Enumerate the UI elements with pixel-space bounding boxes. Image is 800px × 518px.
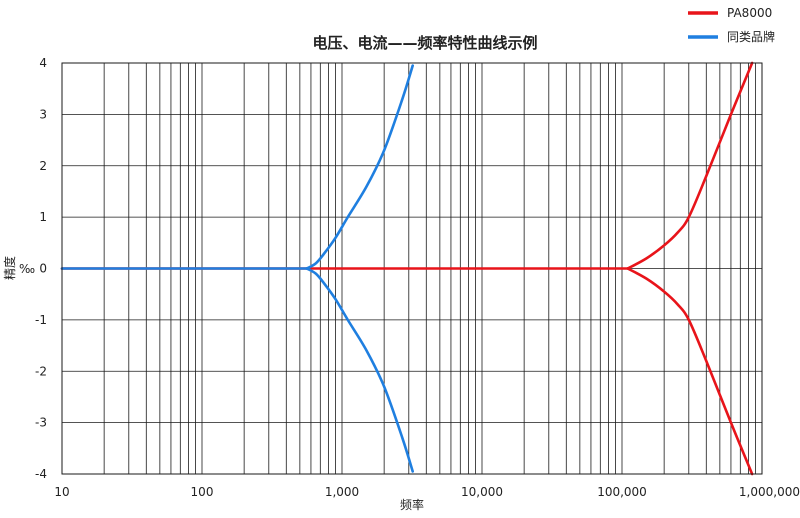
y-tick-label: 2 (39, 159, 47, 173)
x-tick-label: 1,000,000 (739, 485, 800, 499)
y-tick-label: 3 (39, 107, 47, 121)
series-line-pa8000-1 (626, 61, 754, 270)
y-tick-label: 4 (39, 56, 47, 70)
x-tick-label: 10,000 (461, 485, 503, 499)
x-axis-label: 频率 (400, 497, 424, 512)
y-tick-label: -2 (35, 364, 47, 378)
legend-label-competitor: 同类品牌 (727, 30, 775, 44)
x-tick-labels: 10 100 1,000 10,000 100,000 1,000,000 (54, 485, 800, 499)
series-line-pa8000-2 (626, 267, 754, 476)
legend: PA8000 同类品牌 (688, 6, 775, 44)
series-line-competitor-2 (305, 267, 415, 473)
y-tick-label: 1 (39, 210, 47, 224)
y-tick-label: -3 (35, 416, 47, 430)
x-tick-label: 1,000 (325, 485, 359, 499)
y-tick-label: -1 (35, 313, 47, 327)
y-tick-label: -4 (35, 467, 47, 481)
y-axis-unit: ‰ (19, 262, 35, 276)
legend-label-pa8000: PA8000 (727, 6, 772, 20)
x-tick-label: 100 (191, 485, 214, 499)
x-tick-label: 10 (54, 485, 69, 499)
legend-item-pa8000[interactable]: PA8000 (688, 6, 772, 20)
y-tick-label: 0 (39, 262, 47, 276)
legend-item-competitor[interactable]: 同类品牌 (688, 30, 775, 44)
y-axis-label: 精度 (2, 256, 17, 280)
plot-frame (61, 62, 763, 475)
y-axis-label-group: 精度 ‰ (2, 256, 35, 280)
series-layer (60, 61, 754, 476)
chart-title: 电压、电流——频率特性曲线示例 (312, 34, 537, 52)
y-tick-labels: 4 3 2 1 0 -1 -2 -3 -4 (35, 56, 47, 481)
x-tick-label: 100,000 (597, 485, 647, 499)
series-line-competitor-1 (305, 64, 415, 270)
